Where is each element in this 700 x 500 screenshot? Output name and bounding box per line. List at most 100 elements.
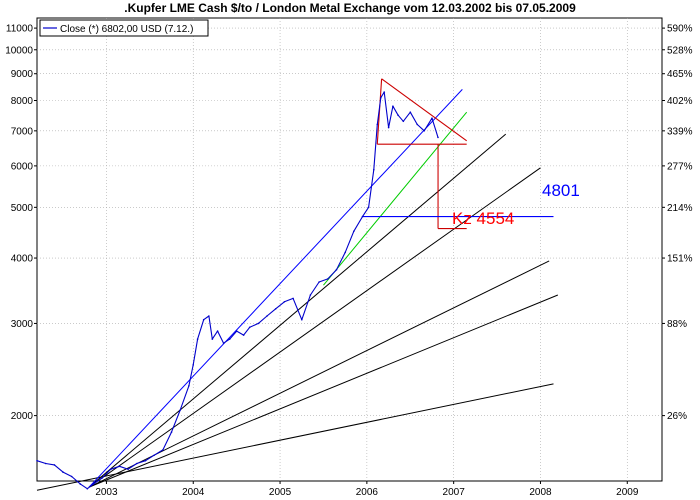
data-point: [153, 454, 155, 457]
data-point: [283, 301, 286, 303]
y-tick-label: 4000: [11, 254, 34, 265]
data-point: [170, 431, 173, 433]
data-point: [292, 297, 294, 300]
x-tick-label: 2008: [529, 487, 552, 498]
trend-line: [88, 294, 559, 488]
data-point: [235, 330, 238, 332]
trend-line: [323, 111, 468, 286]
data-point: [211, 338, 214, 340]
x-tick-label: 2003: [95, 487, 118, 498]
data-point: [397, 114, 399, 116]
y-axis-left: 11000 10000 9000 8000 7000 6000 5000 4000 3000 20…: [5, 24, 37, 422]
y-tick-label: 6000: [11, 161, 34, 172]
data-point: [208, 315, 210, 317]
data-point: [228, 338, 231, 340]
support-level-label: 4801: [542, 181, 580, 200]
data-point: [301, 318, 303, 321]
y-tick-label: 10000: [5, 45, 33, 56]
data-point: [242, 334, 245, 336]
legend: Close (*) 6802,00 USD (7.12.): [39, 19, 209, 37]
y2-tick-label: 214%: [667, 203, 693, 214]
trend-line: [88, 89, 463, 488]
y2-tick-label: 277%: [667, 161, 693, 172]
data-point: [344, 251, 347, 254]
x-tick-label: 2004: [182, 487, 205, 498]
data-point: [353, 230, 355, 233]
data-point: [387, 126, 390, 129]
data-point: [423, 130, 426, 132]
data-point: [127, 468, 129, 471]
data-point: [318, 281, 320, 283]
data-point: [70, 475, 73, 478]
data-point: [110, 468, 112, 471]
data-point: [192, 364, 194, 366]
y-tick-label: 3000: [11, 319, 34, 330]
data-point: [188, 385, 190, 387]
data-point: [248, 326, 251, 329]
y-axis-right: 590% 528% 465% 402% 339% 277% 214% 151% 88% 26%: [662, 24, 693, 422]
trend-line: [88, 167, 541, 488]
data-point: [196, 338, 199, 340]
data-point: [383, 91, 386, 93]
data-point: [361, 215, 364, 218]
y2-tick-label: 402%: [667, 96, 693, 107]
data-point: [376, 123, 379, 126]
y-tick-label: 5000: [11, 203, 34, 214]
legend-label: Close (*) 6802,00 USD (7.12.): [60, 24, 193, 35]
data-point: [416, 123, 419, 126]
y2-tick-label: 151%: [667, 254, 693, 265]
data-point: [136, 462, 138, 465]
y2-tick-label: 528%: [667, 45, 693, 56]
data-point: [409, 111, 412, 113]
trend-line: [88, 133, 507, 488]
data-point: [274, 308, 277, 310]
y2-tick-label: 339%: [667, 126, 693, 137]
data-point: [118, 465, 121, 468]
trend-line: [88, 260, 550, 488]
data-point: [402, 120, 405, 123]
data-point: [202, 318, 205, 321]
data-point: [162, 449, 164, 451]
x-tick-label: 2005: [269, 487, 292, 498]
data-point: [53, 464, 56, 466]
target-label: Kz 4554: [452, 209, 514, 228]
y2-tick-label: 465%: [667, 69, 693, 80]
y2-tick-label: 590%: [667, 24, 693, 35]
data-point: [257, 322, 260, 325]
data-point: [179, 409, 181, 411]
data-point: [62, 471, 64, 473]
plot-area: [36, 17, 663, 482]
data-point: [101, 477, 103, 479]
triangle-upper-line: [381, 78, 468, 142]
data-point: [392, 105, 394, 107]
grid: [37, 18, 662, 481]
data-point: [431, 117, 433, 119]
x-tick-label: 2009: [616, 487, 639, 498]
data-point: [335, 268, 338, 271]
data-point: [222, 342, 225, 345]
x-axis: 2003 2004 2005 2006 2007 2008 2009: [95, 481, 639, 498]
trend-lines: [36, 89, 559, 491]
y-tick-label: 9000: [11, 69, 34, 80]
data-point: [437, 136, 439, 139]
data-point: [367, 206, 370, 209]
trend-line: [36, 383, 554, 491]
y2-tick-label: 26%: [667, 411, 687, 422]
x-tick-label: 2006: [356, 487, 379, 498]
data-point: [44, 462, 47, 465]
y-tick-label: 8000: [11, 96, 34, 107]
data-point: [380, 96, 382, 99]
data-point: [36, 459, 38, 462]
data-point: [79, 483, 82, 485]
y-tick-label: 2000: [11, 411, 34, 422]
y-tick-label: 7000: [11, 126, 34, 137]
data-point: [309, 294, 312, 296]
data-point: [86, 487, 89, 490]
data-point: [266, 315, 268, 317]
x-tick-label: 2007: [443, 487, 466, 498]
data-point: [373, 168, 375, 171]
y-tick-label: 11000: [6, 24, 34, 35]
legend-box: [39, 19, 209, 37]
data-point: [144, 459, 147, 462]
